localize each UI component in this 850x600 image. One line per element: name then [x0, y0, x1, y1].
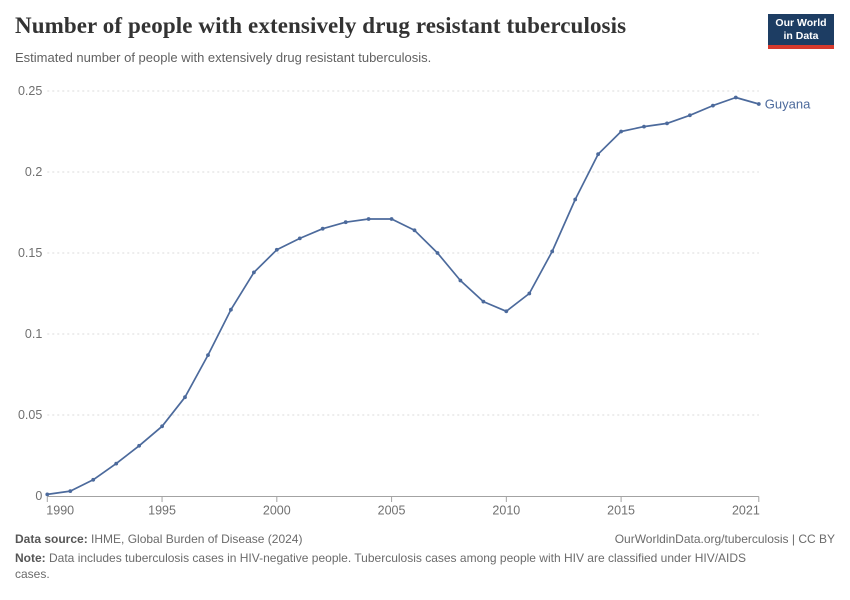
series-end-label[interactable]: Guyana [765, 96, 811, 111]
note-value: Data includes tuberculosis cases in HIV-… [15, 551, 747, 581]
y-axis-tick-label: 0.2 [25, 165, 42, 179]
data-point[interactable] [183, 395, 187, 400]
data-point[interactable] [458, 278, 463, 283]
data-point[interactable] [45, 492, 50, 497]
data-point[interactable] [435, 251, 440, 255]
x-axis-tick-label: 2021 [732, 504, 760, 518]
data-point[interactable] [481, 299, 486, 304]
data-point[interactable] [320, 226, 325, 231]
page-subtitle: Estimated number of people with extensiv… [15, 50, 432, 65]
data-point[interactable] [527, 291, 532, 296]
data-source-value: IHME, Global Burden of Disease (2024) [87, 532, 303, 546]
x-axis-tick-label: 2005 [378, 504, 406, 518]
data-point[interactable] [665, 121, 669, 126]
y-axis-tick-label: 0.05 [18, 408, 42, 422]
line-series-guyana[interactable] [46, 96, 760, 496]
data-point[interactable] [252, 270, 256, 275]
data-point[interactable] [619, 129, 623, 134]
data-point[interactable] [711, 103, 715, 108]
data-point[interactable] [389, 217, 394, 221]
data-point[interactable] [412, 228, 417, 233]
x-axis-tick-label: 1995 [148, 504, 176, 518]
owid-logo-line2: in Data [783, 29, 819, 42]
chart-footer: Data source: IHME, Global Burden of Dise… [15, 531, 835, 582]
data-point[interactable] [114, 461, 119, 466]
owid-logo-line1: Our World [775, 17, 827, 29]
x-axis-tick-label: 2000 [263, 504, 291, 518]
data-point[interactable] [206, 353, 210, 357]
data-point[interactable] [596, 152, 600, 157]
note-label: Note: [15, 551, 46, 565]
x-axis-tick-label: 2010 [492, 504, 520, 518]
footer-note: Note: Data includes tuberculosis cases i… [15, 550, 760, 582]
owid-logo[interactable]: Our World in Data [768, 14, 834, 49]
data-point[interactable] [688, 113, 692, 118]
data-point[interactable] [642, 124, 646, 129]
y-axis-tick-label: 0.1 [25, 327, 42, 341]
data-point[interactable] [733, 95, 738, 100]
x-axis-tick-label: 2015 [607, 504, 635, 518]
chart-svg[interactable]: 0 0.05 0.1 0.15 0.2 0.25 1990 1995 2000 2005 2010 2… [0, 0, 850, 530]
y-axis-tick-label: 0.15 [18, 246, 42, 260]
data-point[interactable] [229, 307, 233, 312]
data-point[interactable] [504, 309, 509, 314]
data-point[interactable] [756, 102, 761, 106]
data-point[interactable] [274, 247, 279, 252]
y-axis-tick-label: 0.25 [18, 84, 42, 98]
data-source-label: Data source: [15, 532, 88, 546]
data-point[interactable] [343, 220, 348, 225]
page-title: Number of people with extensively drug r… [15, 13, 627, 38]
data-point[interactable] [550, 249, 555, 254]
data-point[interactable] [160, 424, 165, 429]
data-point[interactable] [573, 197, 578, 202]
footer-link[interactable]: OurWorldinData.org/tuberculosis | CC BY [614, 532, 835, 546]
y-axis-tick-label: 0 [35, 489, 42, 503]
x-axis-tick-label: 1990 [46, 504, 74, 518]
data-point[interactable] [91, 477, 96, 482]
data-source-line: Data source: IHME, Global Burden of Dise… [15, 531, 302, 547]
data-point[interactable] [366, 217, 371, 221]
data-point[interactable] [68, 489, 73, 493]
data-point[interactable] [137, 443, 142, 448]
data-point[interactable] [297, 236, 302, 241]
